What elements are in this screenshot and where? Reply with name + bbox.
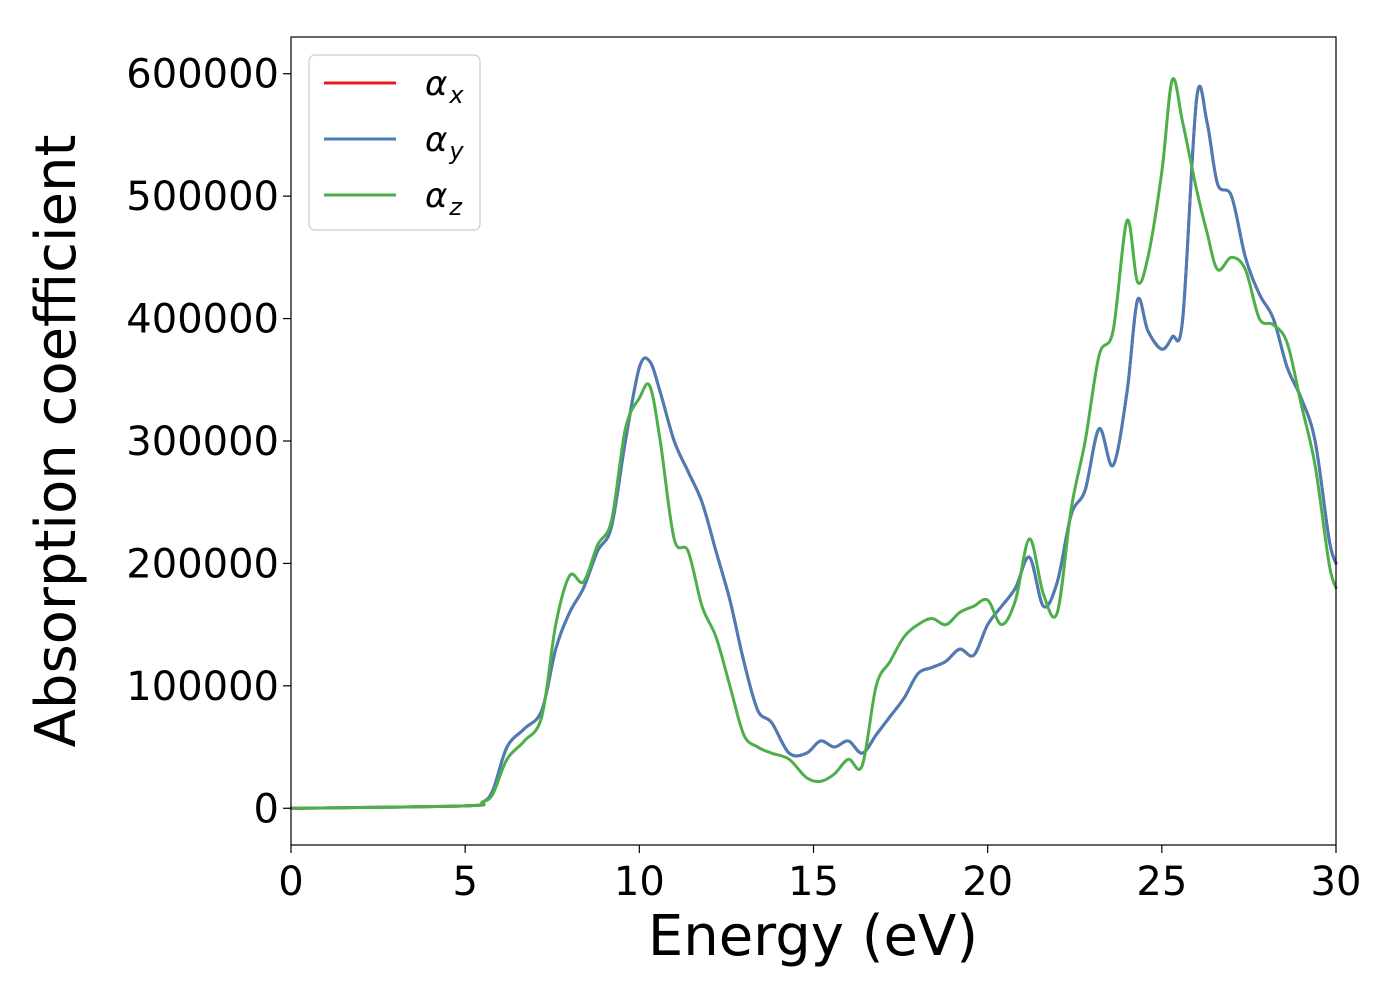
y-tick-label: 100000	[126, 664, 279, 710]
y-tick-label: 500000	[126, 174, 279, 220]
y-tick-label: 300000	[126, 419, 279, 465]
x-tick-label: 10	[614, 859, 665, 905]
legend-subscript-y: y	[448, 137, 464, 165]
y-axis-label: Absorption coefficient	[24, 135, 89, 748]
legend-subscript-x: x	[448, 81, 464, 109]
ticks-layer: 0 5 10 15 20 25 30 0 100000 200000 300000 400000 500…	[126, 52, 1361, 905]
x-tick-label: 25	[1136, 859, 1187, 905]
x-tick-label: 30	[1311, 859, 1362, 905]
series-layer	[289, 77, 1338, 810]
legend-box	[308, 54, 481, 231]
x-tick-label: 5	[452, 859, 477, 905]
y-tick-label: 600000	[126, 52, 279, 98]
y-tick-label: 0	[254, 786, 279, 832]
y-tick-label: 400000	[126, 297, 279, 343]
x-tick-label: 20	[962, 859, 1013, 905]
x-axis-label: Energy (eV)	[648, 904, 978, 969]
legend-subscript-z: z	[448, 193, 463, 221]
x-tick-label: 15	[788, 859, 839, 905]
x-tick-label: 0	[278, 859, 303, 905]
series-line-z	[289, 77, 1338, 810]
series-line-y	[289, 84, 1338, 810]
y-tick-label: 200000	[126, 541, 279, 587]
